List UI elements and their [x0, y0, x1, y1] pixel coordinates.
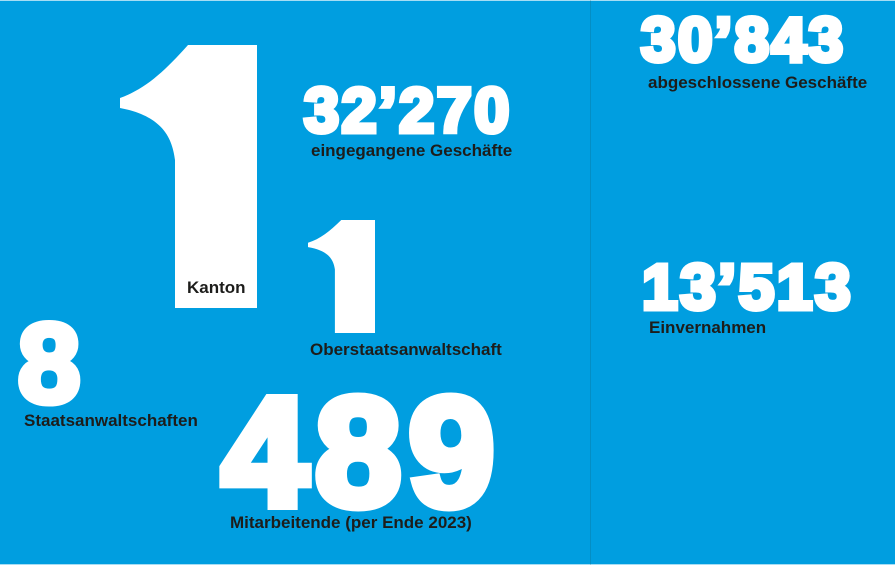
stat-label-kanton: Kanton	[187, 278, 246, 297]
stat-value-mitarbeitende: 489	[217, 366, 503, 538]
stat-label-abgeschlossene-geschaefte: abgeschlossene Geschäfte	[648, 73, 868, 92]
stat-label-oberstaatsanwaltschaft: Oberstaatsanwaltschaft	[310, 340, 502, 359]
stat-label-staatsanwaltschaften: Staatsanwaltschaften	[24, 411, 198, 430]
stat-label-eingegangene-geschaefte: eingegangene Geschäfte	[311, 141, 513, 160]
page-seam-line	[590, 0, 591, 565]
stat-value-staatsanwaltschaften: 8	[15, 301, 85, 426]
stat-value-einvernahmen: 13’513	[639, 251, 854, 323]
stat-value-eingegangene-geschaefte: 32’270	[302, 76, 512, 146]
numeral-1-oberstaatsanwaltschaft	[308, 220, 375, 333]
stat-value-abgeschlossene-geschaefte: 30’843	[639, 6, 846, 75]
stat-label-mitarbeitende: Mitarbeitende (per Ende 2023)	[230, 513, 472, 532]
top-edge-line	[0, 0, 895, 1]
numeral-1-kanton	[120, 45, 257, 308]
stat-label-einvernahmen: Einvernahmen	[649, 318, 767, 337]
